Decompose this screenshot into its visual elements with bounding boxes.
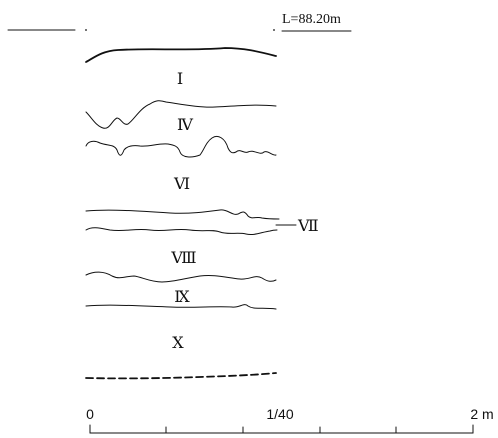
boundary-i-iv [85,100,277,129]
scale-end-label: 2 m [470,406,493,422]
scale-start-label: 0 [86,406,94,422]
layer-label-vii: Ⅶ [297,218,319,235]
scale-ratio-label: 1/40 [266,406,293,422]
layer-label-ix: Ⅸ [174,289,190,306]
datum-tick-left [85,29,87,31]
top-surface-boundary [85,47,277,63]
boundary-vi-vii [85,209,280,220]
scale-bar [89,424,474,434]
boundary-ix-x [85,304,277,310]
boundary-iv-vi [85,135,277,158]
layer-label-x: Ⅹ [172,335,184,352]
bottom-dashed-boundary [85,372,277,380]
datum-tick-right [273,29,275,31]
layer-label-viii: Ⅷ [170,250,196,267]
layer-label-i: Ⅰ [177,71,183,88]
boundary-viii-ix [85,271,277,283]
boundary-vii-viii [85,227,278,236]
level-label: L=88.20m [282,12,341,27]
layer-label-iv: Ⅳ [177,117,194,134]
layer-label-vi: Ⅵ [173,176,190,193]
